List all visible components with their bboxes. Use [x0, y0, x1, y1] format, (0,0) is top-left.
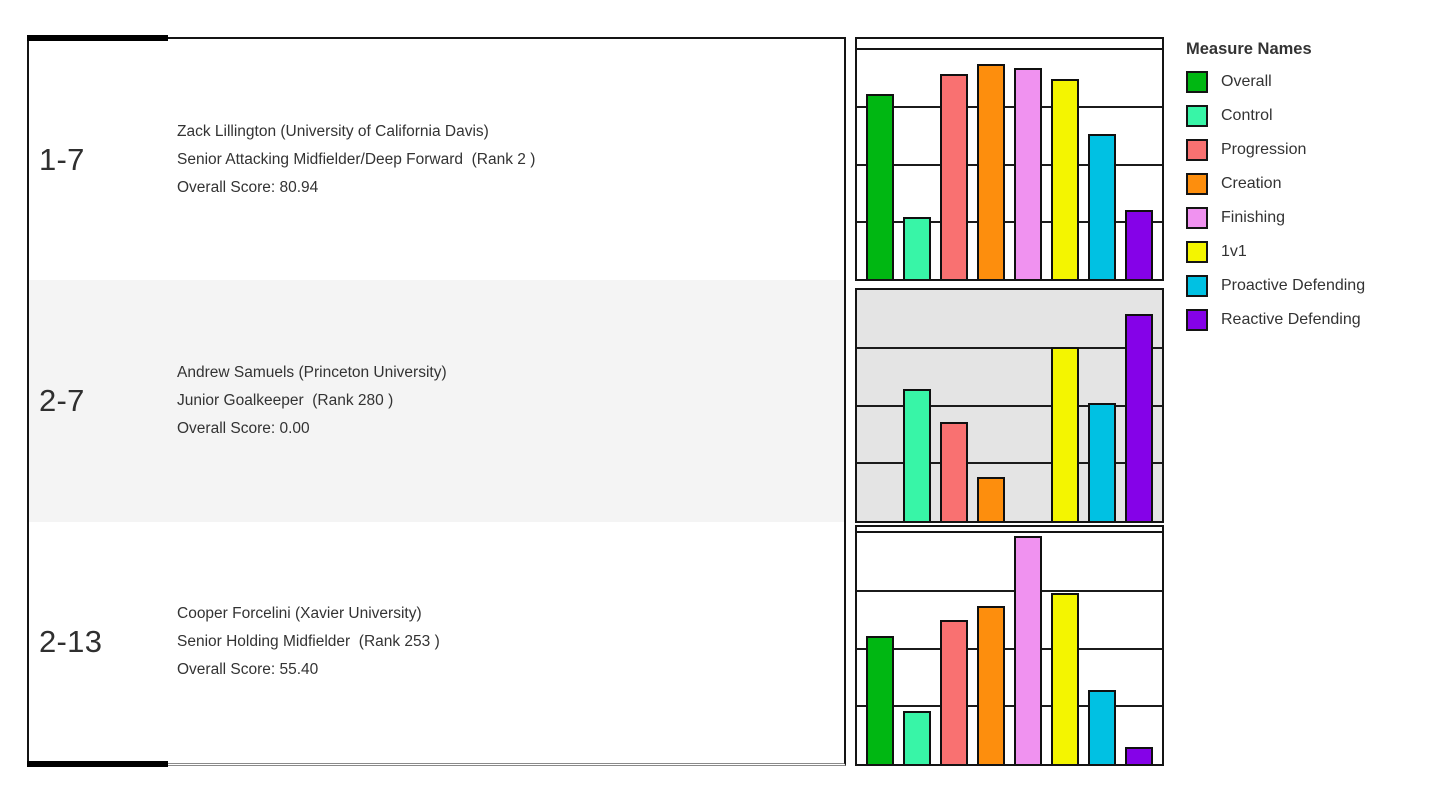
- legend-item-label: Control: [1221, 107, 1273, 124]
- player-name: Zack Lillington (University of Californi…: [177, 122, 489, 140]
- legend-item-1v1[interactable]: 1v1: [1186, 241, 1365, 263]
- legend-item-label: Finishing: [1221, 209, 1286, 226]
- plot-area: [857, 48, 1162, 279]
- bar-1v1[interactable]: [1051, 593, 1079, 764]
- bar-chart-row-1: [855, 37, 1164, 281]
- plot-area: [857, 290, 1162, 521]
- progression-swatch-icon: [1186, 139, 1208, 161]
- table-top-accent-border: [27, 35, 168, 41]
- bar-1v1[interactable]: [1051, 78, 1079, 279]
- legend-item-label: Overall: [1221, 73, 1272, 90]
- player-name: Andrew Samuels (Princeton University): [177, 363, 447, 381]
- bar-proactive-defending[interactable]: [1088, 403, 1116, 521]
- gridline-75: [857, 346, 1162, 349]
- legend-item-label: Creation: [1221, 175, 1282, 192]
- gridline-25: [857, 705, 1162, 708]
- bar-control[interactable]: [903, 217, 931, 279]
- charts-column: [855, 37, 1164, 766]
- player-info: Andrew Samuels (Princeton University) Ju…: [169, 280, 844, 521]
- control-swatch-icon: [1186, 105, 1208, 127]
- player-info: Zack Lillington (University of Californi…: [169, 39, 844, 280]
- bar-control[interactable]: [903, 389, 931, 521]
- legend-item-label: 1v1: [1221, 243, 1247, 260]
- bar-progression[interactable]: [940, 421, 968, 521]
- legend-item-label: Reactive Defending: [1221, 311, 1361, 328]
- bar-chart-row-3: [855, 525, 1164, 766]
- gridline-75: [857, 106, 1162, 109]
- player-position: Senior Holding Midfielder (Rank 253 ): [177, 633, 440, 651]
- bar-finishing[interactable]: [1014, 68, 1042, 279]
- legend-title: Measure Names: [1186, 40, 1312, 58]
- bar-progression[interactable]: [940, 619, 968, 764]
- bar-proactive-defending[interactable]: [1088, 690, 1116, 764]
- finishing-swatch-icon: [1186, 207, 1208, 229]
- legend-item-finishing[interactable]: Finishing: [1186, 207, 1365, 229]
- bar-reactive-defending[interactable]: [1125, 746, 1153, 764]
- player-row-3[interactable]: 2-13 Cooper Forcelini (Xavier University…: [29, 521, 844, 763]
- legend-item-overall[interactable]: Overall: [1186, 71, 1365, 93]
- legend-items: Overall Control Progression Creation Finishi…: [1186, 71, 1365, 331]
- player-row-1[interactable]: 1-7 Zack Lillington (University of Calif…: [29, 39, 844, 281]
- gridline-50: [857, 404, 1162, 407]
- player-position: Junior Goalkeeper (Rank 280 ): [177, 391, 394, 409]
- player-info: Cooper Forcelini (Xavier University) Sen…: [169, 522, 844, 763]
- legend-item-control[interactable]: Control: [1186, 105, 1365, 127]
- bar-creation[interactable]: [977, 605, 1005, 764]
- gridline-50: [857, 163, 1162, 166]
- legend-item-label: Progression: [1221, 141, 1307, 158]
- 1v1-swatch-icon: [1186, 241, 1208, 263]
- player-overall-score: Overall Score: 0.00: [177, 419, 310, 437]
- bar-reactive-defending[interactable]: [1125, 210, 1153, 279]
- legend-item-proactive-defending[interactable]: Proactive Defending: [1186, 275, 1365, 297]
- rank-label: 2-7: [39, 382, 85, 418]
- bar-reactive-defending[interactable]: [1125, 314, 1153, 521]
- player-table: 1-7 Zack Lillington (University of Calif…: [27, 35, 846, 767]
- bar-creation[interactable]: [977, 63, 1005, 279]
- plot-area: [857, 531, 1162, 764]
- proactive-defending-swatch-icon: [1186, 275, 1208, 297]
- player-position: Senior Attacking Midfielder/Deep Forward…: [177, 150, 536, 168]
- player-overall-score: Overall Score: 80.94: [177, 178, 319, 196]
- bar-proactive-defending[interactable]: [1088, 133, 1116, 279]
- gridline-25: [857, 462, 1162, 465]
- bar-overall[interactable]: [866, 636, 894, 764]
- measure-names-legend: Measure Names Overall Control Progression C…: [1186, 40, 1365, 343]
- gridline-75: [857, 589, 1162, 592]
- bar-finishing[interactable]: [1014, 536, 1042, 764]
- bar-1v1[interactable]: [1051, 346, 1079, 521]
- bar-control[interactable]: [903, 710, 931, 764]
- player-name: Cooper Forcelini (Xavier University): [177, 605, 422, 623]
- creation-swatch-icon: [1186, 173, 1208, 195]
- legend-item-reactive-defending[interactable]: Reactive Defending: [1186, 309, 1365, 331]
- legend-item-creation[interactable]: Creation: [1186, 173, 1365, 195]
- table-bottom-accent-border: [27, 761, 168, 767]
- bar-overall[interactable]: [866, 93, 894, 279]
- bar-creation[interactable]: [977, 477, 1005, 521]
- legend-item-label: Proactive Defending: [1221, 277, 1366, 294]
- player-overall-score: Overall Score: 55.40: [177, 661, 319, 679]
- bar-chart-row-2: [855, 288, 1164, 523]
- legend-item-progression[interactable]: Progression: [1186, 139, 1365, 161]
- player-row-2[interactable]: 2-7 Andrew Samuels (Princeton University…: [29, 280, 844, 522]
- rank-label: 1-7: [39, 141, 85, 177]
- reactive-defending-swatch-icon: [1186, 309, 1208, 331]
- bar-progression[interactable]: [940, 74, 968, 279]
- rank-label: 2-13: [39, 624, 103, 660]
- gridline-25: [857, 220, 1162, 223]
- overall-swatch-icon: [1186, 71, 1208, 93]
- gridline-50: [857, 647, 1162, 650]
